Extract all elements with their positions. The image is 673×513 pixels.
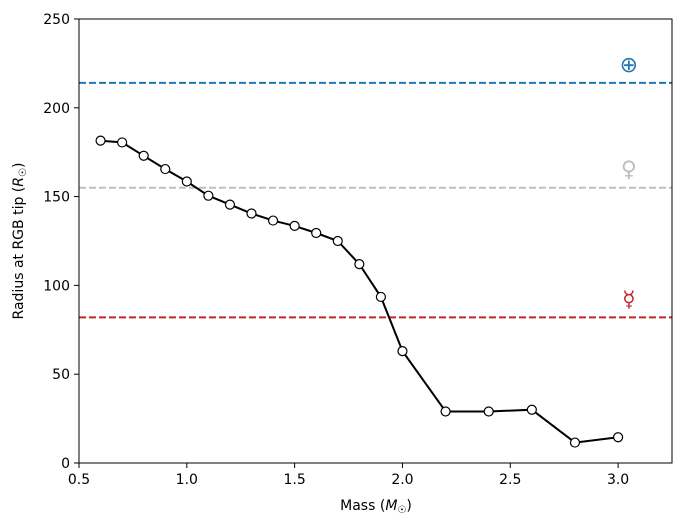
venus-symbol: ♀ xyxy=(621,158,637,183)
data-point xyxy=(95,135,106,146)
y-axis-label: Radius at RGB tip (R☉) xyxy=(11,163,29,320)
series-layer xyxy=(95,135,624,448)
data-point xyxy=(612,432,624,443)
data-point xyxy=(311,227,322,239)
data-point xyxy=(117,137,128,148)
earth-symbol: ⊕ xyxy=(620,53,638,78)
data-point xyxy=(160,163,171,175)
plot-frame xyxy=(78,18,673,464)
data-point xyxy=(375,291,386,303)
x-axis-label: Mass (M☉) xyxy=(340,498,412,513)
data-point xyxy=(267,215,279,226)
x-tick-label: 2.0 xyxy=(391,472,413,488)
x-tick-label: 1.5 xyxy=(284,472,306,488)
data-point xyxy=(354,258,365,270)
data-point xyxy=(440,406,451,417)
mercury-symbol: ☿ xyxy=(622,287,636,312)
x-tick-label: 1.0 xyxy=(176,472,198,488)
data-point xyxy=(203,190,214,201)
y-tick-label: 200 xyxy=(43,101,70,117)
data-point xyxy=(483,406,494,417)
x-tick-label: 3.0 xyxy=(607,472,629,488)
y-tick-label: 50 xyxy=(52,367,70,383)
data-point xyxy=(332,235,343,247)
x-axis: 0.5 1.0 1.5 2.0 2.5 3.0 xyxy=(68,463,629,488)
series-line xyxy=(100,139,619,444)
y-tick-label: 150 xyxy=(43,190,70,206)
x-tick-label: 0.5 xyxy=(68,472,90,488)
data-point xyxy=(569,437,581,448)
y-tick-label: 250 xyxy=(43,12,70,28)
y-tick-label: 100 xyxy=(43,278,70,294)
data-point xyxy=(397,346,408,357)
data-point xyxy=(224,199,236,210)
reference-lines: ⊕ ♀ ☿ xyxy=(79,53,672,319)
data-point xyxy=(138,150,149,161)
data-point xyxy=(246,208,257,219)
data-point xyxy=(526,404,537,415)
y-tick-label: 0 xyxy=(61,456,70,472)
x-tick-label: 2.5 xyxy=(499,472,521,488)
data-point xyxy=(181,176,192,187)
y-axis: 0 50 100 150 200 250 xyxy=(43,12,79,472)
data-point xyxy=(289,220,300,232)
